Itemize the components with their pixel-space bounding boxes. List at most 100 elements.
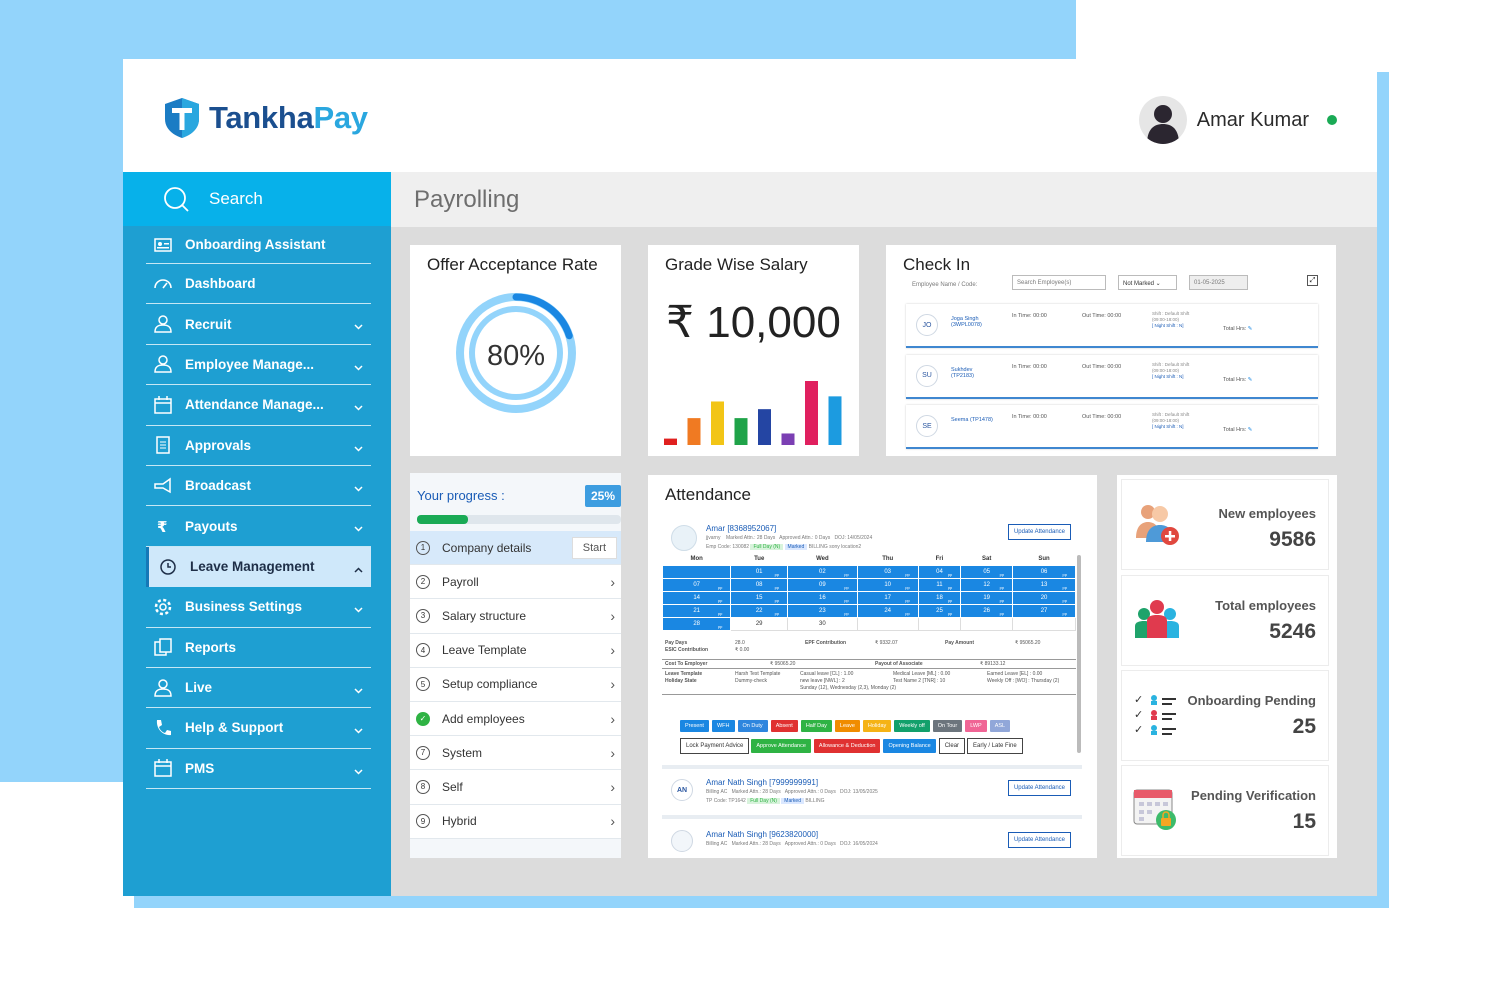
expand-icon[interactable]: ⤢ xyxy=(1307,275,1318,286)
calendar-day-cell[interactable]: 14 pp xyxy=(661,590,732,605)
grade-salary-card[interactable]: Grade Wise Salary ₹ 10,000 xyxy=(648,245,859,456)
setup-step-add-employees[interactable]: ✓ Add employees › xyxy=(410,701,621,737)
sidebar-item-help-support[interactable]: Help & Support xyxy=(146,708,371,749)
calendar-day-cell[interactable]: 22 pp xyxy=(730,603,789,618)
sidebar-item-reports[interactable]: Reports xyxy=(146,628,371,668)
calendar-day-cell[interactable]: 29 xyxy=(730,616,789,631)
status-absent-button[interactable]: Absent xyxy=(770,720,798,732)
sidebar-item-pms[interactable]: PMS xyxy=(146,749,371,790)
status-filter-select[interactable]: Not Marked ⌄ xyxy=(1118,275,1177,290)
check-in-row[interactable]: SU Sukhdev (TP2183) In Time: 00:00 Out Time:… xyxy=(906,354,1318,399)
status-on-duty-button[interactable]: On Duty xyxy=(737,720,768,732)
calendar-day-cell[interactable]: 24 pp xyxy=(856,603,919,618)
chevron-down-icon[interactable] xyxy=(354,520,363,535)
sidebar-item-dashboard[interactable]: Dashboard xyxy=(146,264,371,305)
employee-name[interactable]: Seema (TP1478) xyxy=(951,417,993,423)
sidebar-item-onboarding-assistant[interactable]: Onboarding Assistant xyxy=(146,226,371,264)
calendar-day-cell[interactable]: 13 pp xyxy=(1012,577,1076,592)
edit-icon[interactable]: ✎ xyxy=(1247,326,1253,332)
employee-name[interactable]: Joga Singh (3WPL0078) xyxy=(951,316,982,328)
sidebar-item-broadcast[interactable]: Broadcast xyxy=(146,466,371,507)
edit-icon[interactable]: ✎ xyxy=(1247,427,1253,433)
chevron-down-icon[interactable] xyxy=(354,318,363,333)
offer-acceptance-card[interactable]: Offer Acceptance Rate 80% xyxy=(410,245,621,456)
calendar-day-cell[interactable]: 15 pp xyxy=(730,590,789,605)
employee-name[interactable]: Amar [8368952067] xyxy=(706,524,777,533)
stat-card-onboarding-pending[interactable]: ✓ ✓ ✓ Onboarding Pending 25 xyxy=(1121,670,1329,761)
calendar-day-cell[interactable]: 06 pp xyxy=(1012,564,1076,579)
calendar-day-cell[interactable]: 04 pp xyxy=(917,564,962,579)
scrollbar[interactable] xyxy=(1077,555,1081,753)
check-in-row[interactable]: SE Seema (TP1478) In Time: 00:00 Out Time: … xyxy=(906,405,1318,449)
setup-step-system[interactable]: 7 System › xyxy=(410,736,621,771)
check-in-row[interactable]: JO Joga Singh (3WPL0078) In Time: 00:00 Out … xyxy=(906,304,1318,348)
chevron-down-icon[interactable] xyxy=(354,480,363,495)
update-attendance-button[interactable]: Update Attendance xyxy=(1007,780,1071,796)
setup-step-leave-template[interactable]: 4 Leave Template › xyxy=(410,633,621,668)
status-weekly-off-button[interactable]: Weekly off xyxy=(894,720,930,732)
calendar-day-cell[interactable]: 12 pp xyxy=(960,577,1014,592)
calendar-day-cell[interactable]: 09 pp xyxy=(787,577,858,592)
calendar-day-cell[interactable]: 07 pp xyxy=(661,577,732,592)
calendar-day-cell[interactable]: 18 pp xyxy=(917,590,962,605)
calendar-day-cell[interactable]: 05 pp xyxy=(960,564,1014,579)
stat-card-total-employees[interactable]: Total employees 5246 xyxy=(1121,575,1329,666)
update-attendance-button[interactable]: Update Attendance xyxy=(1007,832,1071,848)
calendar-day-cell[interactable]: 26 pp xyxy=(960,603,1014,618)
search-bar[interactable]: Search xyxy=(123,172,391,226)
sidebar-item-business-settings[interactable]: Business Settings xyxy=(146,587,371,628)
setup-step-company-details[interactable]: 1 Company details Start xyxy=(410,531,621,566)
chevron-down-icon[interactable] xyxy=(354,601,363,616)
calendar-day-cell[interactable]: 21 pp xyxy=(661,603,732,618)
employee-name[interactable]: Amar Nath Singh [7999999991] xyxy=(706,778,819,787)
calendar-day-cell[interactable]: 20 pp xyxy=(1012,590,1076,605)
status-asl-button[interactable]: ASL xyxy=(989,720,1011,732)
sidebar-item-attendance-manage[interactable]: Attendance Manage... xyxy=(146,385,371,426)
chevron-down-icon[interactable] xyxy=(354,399,363,414)
calendar-day-cell[interactable]: 16 pp xyxy=(787,590,858,605)
calendar-day-cell[interactable]: 11 pp xyxy=(917,577,962,592)
date-input[interactable]: 01-05-2025 xyxy=(1189,275,1248,290)
lock-payment-advice-button[interactable]: Lock Payment Advice xyxy=(680,738,750,754)
status-leave-button[interactable]: Leave xyxy=(834,720,860,732)
stat-card-new-employees[interactable]: New employees 9586 xyxy=(1121,479,1329,570)
status-lwp-button[interactable]: LWP xyxy=(965,720,987,732)
chevron-down-icon[interactable] xyxy=(354,440,363,455)
clear-button[interactable]: Clear xyxy=(938,738,966,754)
setup-step-payroll[interactable]: 2 Payroll › xyxy=(410,565,621,600)
sidebar-item-approvals[interactable]: Approvals xyxy=(146,426,371,466)
status-on-tour-button[interactable]: On Tour xyxy=(932,720,963,732)
chevron-down-icon[interactable] xyxy=(354,359,363,374)
stat-card-pending-verification[interactable]: Pending Verification 15 xyxy=(1121,765,1329,856)
employee-name[interactable]: Sukhdev (TP2183) xyxy=(951,366,974,379)
calendar-day-cell[interactable]: 03 pp xyxy=(856,564,919,579)
start-button[interactable]: Start xyxy=(571,536,617,559)
attendance-card[interactable]: Attendance Amar [8368952067] jjvarny Mar… xyxy=(648,475,1097,858)
allowance-deduction-button[interactable]: Allowance & Deduction xyxy=(813,739,881,753)
calendar-day-cell[interactable]: 27 pp xyxy=(1012,603,1076,618)
employee-search-input[interactable]: Search Employee(s) xyxy=(1012,275,1106,290)
setup-step-hybrid[interactable]: 9 Hybrid › xyxy=(410,804,621,839)
calendar-day-cell[interactable]: 25 pp xyxy=(917,603,962,618)
status-holiday-button[interactable]: Holiday xyxy=(862,720,892,732)
calendar-day-cell[interactable]: 19 pp xyxy=(960,590,1014,605)
status-half-day-button[interactable]: Half Day xyxy=(800,720,832,732)
calendar-day-cell[interactable]: 01 pp xyxy=(730,564,789,579)
user-profile[interactable]: Amar Kumar xyxy=(1138,96,1337,144)
sidebar-item-recruit[interactable]: Recruit xyxy=(146,304,371,345)
sidebar-item-employee-manage[interactable]: Employee Manage... xyxy=(146,345,371,386)
status-wfh-button[interactable]: WFH xyxy=(711,720,735,732)
setup-step-salary-structure[interactable]: 3 Salary structure › xyxy=(410,599,621,634)
sidebar-item-leave-management[interactable]: Leave Management xyxy=(146,546,371,588)
calendar-day-cell[interactable]: 10 pp xyxy=(856,577,919,592)
check-in-card[interactable]: Check In Employee Name / Code: Search Em… xyxy=(886,245,1336,456)
opening-balance-button[interactable]: Opening Balance xyxy=(883,739,936,753)
calendar-day-cell[interactable]: 30 xyxy=(787,616,858,631)
chevron-down-icon[interactable] xyxy=(354,763,363,778)
edit-icon[interactable]: ✎ xyxy=(1247,376,1253,383)
early-late-fine-button[interactable]: Early / Late Fine xyxy=(967,738,1023,754)
sidebar-item-payouts[interactable]: ₹ Payouts xyxy=(146,506,371,547)
calendar-day-cell[interactable]: 28 pp xyxy=(661,616,732,631)
chevron-up-icon[interactable] xyxy=(354,561,363,576)
update-attendance-button[interactable]: Update Attendance xyxy=(1007,524,1071,540)
